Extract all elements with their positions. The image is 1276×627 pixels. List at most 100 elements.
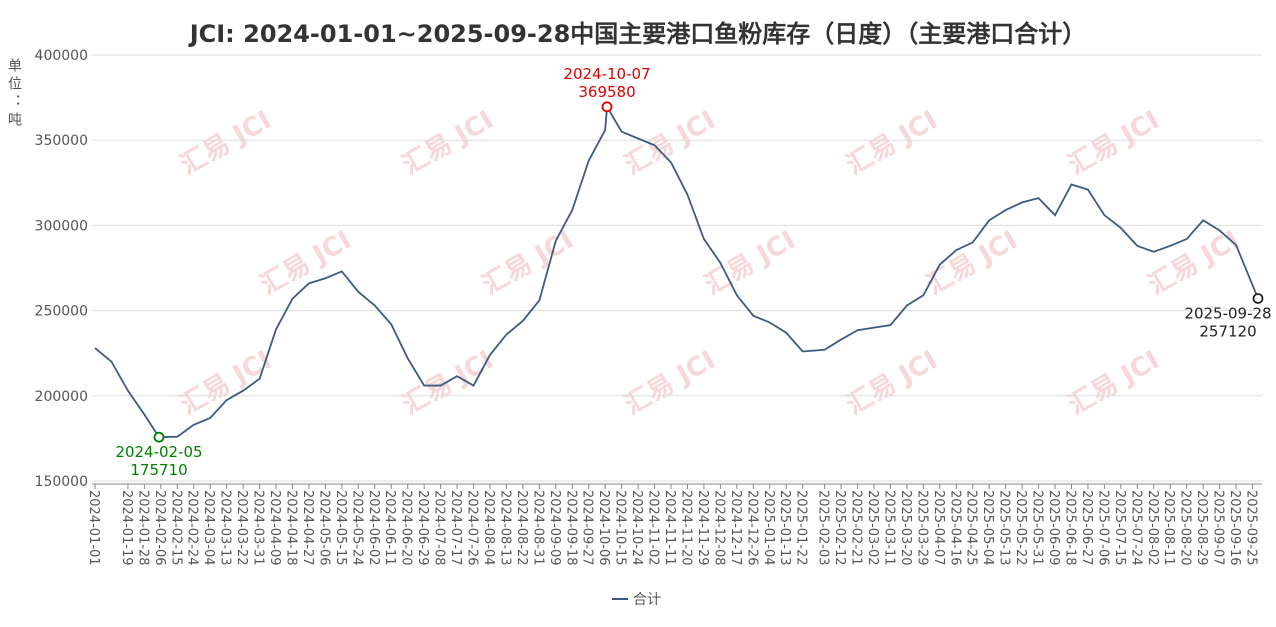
point-date: 2024-02-05: [115, 443, 202, 461]
x-tick-label: 2024-03-13: [218, 490, 233, 566]
x-tick-label: 2024-01-19: [119, 490, 134, 566]
x-tick-label: 2025-09-25: [1244, 490, 1259, 566]
legend-label: 合计: [633, 592, 661, 608]
highlight-point: [1252, 293, 1264, 304]
y-tick-label: 250000: [35, 304, 88, 320]
x-tick-label: 2024-04-18: [283, 490, 298, 566]
x-tick-label: 2025-05-31: [1030, 490, 1045, 566]
watermark: 汇易 JCI: [397, 345, 498, 421]
point-value: 369580: [578, 83, 635, 101]
x-tick-label: 2024-01-28: [135, 490, 150, 566]
x-tick-label: 2025-07-06: [1095, 490, 1110, 566]
point-value: 175710: [130, 461, 187, 479]
x-tick-label: 2025-04-25: [964, 490, 979, 566]
y-axis-label: 单位：吨: [6, 58, 22, 130]
chart-title: JCI: 2024-01-01~2025-09-28中国主要港口鱼粉库存（日度）…: [188, 20, 1087, 48]
x-tick-label: 2025-08-02: [1145, 490, 1160, 566]
x-tick-label: 2024-04-09: [267, 490, 282, 566]
x-tick-label: 2024-08-13: [497, 490, 512, 566]
watermark: 汇易 JCI: [175, 345, 276, 421]
x-tick-label: 2025-09-16: [1227, 490, 1242, 566]
x-tick-label: 2025-03-20: [898, 490, 913, 566]
x-tick-label: 2024-11-29: [695, 490, 710, 566]
x-tick-label: 2024-05-24: [349, 490, 364, 566]
x-tick-label: 2025-08-11: [1161, 490, 1176, 566]
point-value: 257120: [1199, 322, 1256, 340]
y-tick-label: 150000: [35, 474, 88, 490]
watermark: 汇易 JCI: [1063, 105, 1164, 181]
x-tick-label: 2024-10-15: [613, 490, 628, 566]
x-tick-label: 2024-06-11: [382, 490, 397, 566]
x-tick-label: 2024-05-15: [333, 490, 348, 566]
x-tick-label: 2024-02-15: [168, 490, 183, 566]
x-tick-label: 2024-07-17: [448, 490, 463, 566]
x-tick-label: 2025-06-18: [1062, 490, 1077, 566]
x-tick-label: 2024-09-09: [547, 490, 562, 566]
x-tick-label: 2024-05-06: [316, 490, 331, 566]
highlight-point: [153, 431, 165, 443]
y-tick-label: 300000: [35, 218, 88, 234]
x-tick-label: 2025-06-09: [1046, 490, 1061, 566]
watermark: 汇易 JCI: [1063, 345, 1164, 421]
x-tick-label: 2025-08-29: [1194, 490, 1209, 566]
x-tick-label: 2025-05-04: [980, 490, 995, 566]
x-tick-label: 2024-02-24: [185, 490, 200, 566]
x-tick-label: 2025-02-21: [849, 490, 864, 566]
x-tick-label: 2025-01-04: [761, 490, 776, 566]
x-tick-label: 2025-07-15: [1112, 490, 1127, 566]
x-tick-label: 2024-07-08: [432, 490, 447, 566]
y-tick-label: 350000: [35, 133, 88, 149]
x-tick-label: 2024-08-04: [481, 490, 496, 566]
x-tick-label: 2024-03-22: [234, 490, 249, 566]
watermark: 汇易 JCI: [841, 345, 942, 421]
x-tick-label: 2024-10-06: [596, 490, 611, 566]
x-tick-label: 2024-11-02: [646, 490, 661, 566]
point-date: 2025-09-28: [1184, 304, 1271, 322]
x-tick-label: 2024-12-08: [711, 490, 726, 566]
x-tick-label: 2025-04-07: [931, 490, 946, 566]
watermark: 汇易 JCI: [699, 225, 800, 301]
x-tick-label: 2025-07-24: [1128, 490, 1143, 566]
x-tick-label: 2024-02-06: [152, 490, 167, 566]
watermark: 汇易 JCI: [255, 225, 356, 301]
x-tick-label: 2024-03-04: [201, 490, 216, 566]
x-tick-label: 2025-05-13: [997, 490, 1012, 566]
y-tick-label: 200000: [35, 389, 88, 405]
x-tick-label: 2024-06-02: [366, 490, 381, 566]
watermark: 汇易 JCI: [477, 225, 578, 301]
x-tick-label: 2025-01-22: [794, 490, 809, 566]
x-tick-label: 2025-04-16: [947, 490, 962, 566]
x-tick-label: 2025-03-11: [881, 490, 896, 566]
x-tick-label: 2024-11-20: [678, 490, 693, 566]
x-tick-label: 2025-02-03: [816, 490, 831, 566]
x-tick-label: 2024-06-29: [415, 490, 430, 566]
x-tick-label: 2024-09-18: [563, 490, 578, 566]
watermark: 汇易 JCI: [921, 225, 1022, 301]
point-date: 2024-10-07: [563, 65, 650, 83]
x-tick-label: 2024-12-17: [728, 490, 743, 566]
x-tick-label: 2025-05-22: [1013, 490, 1028, 566]
watermark: 汇易 JCI: [841, 105, 942, 181]
x-tick-label: 2024-06-20: [399, 490, 414, 566]
x-tick-label: 2025-09-07: [1211, 490, 1226, 566]
x-tick-label: 2024-11-11: [662, 490, 677, 566]
x-tick-label: 2024-09-27: [580, 490, 595, 566]
watermark: 汇易 JCI: [619, 345, 720, 421]
x-tick-label: 2024-10-24: [629, 490, 644, 566]
watermark: 汇易 JCI: [1143, 225, 1244, 301]
x-tick-label: 2024-04-27: [300, 490, 315, 566]
x-tick-label: 2025-06-27: [1079, 490, 1094, 566]
x-tick-label: 2024-01-01: [86, 490, 101, 566]
x-tick-label: 2024-12-26: [744, 490, 759, 566]
x-tick-label: 2025-01-13: [777, 490, 792, 566]
watermark: 汇易 JCI: [397, 105, 498, 181]
x-tick-label: 2024-03-31: [251, 490, 266, 566]
x-tick-label: 2025-02-12: [832, 490, 847, 566]
line: [94, 103, 1259, 439]
x-tick-label: 2025-03-02: [865, 490, 880, 566]
x-tick-label: 2024-08-31: [530, 490, 545, 566]
watermark: 汇易 JCI: [619, 105, 720, 181]
x-tick-label: 2025-08-20: [1178, 490, 1193, 566]
